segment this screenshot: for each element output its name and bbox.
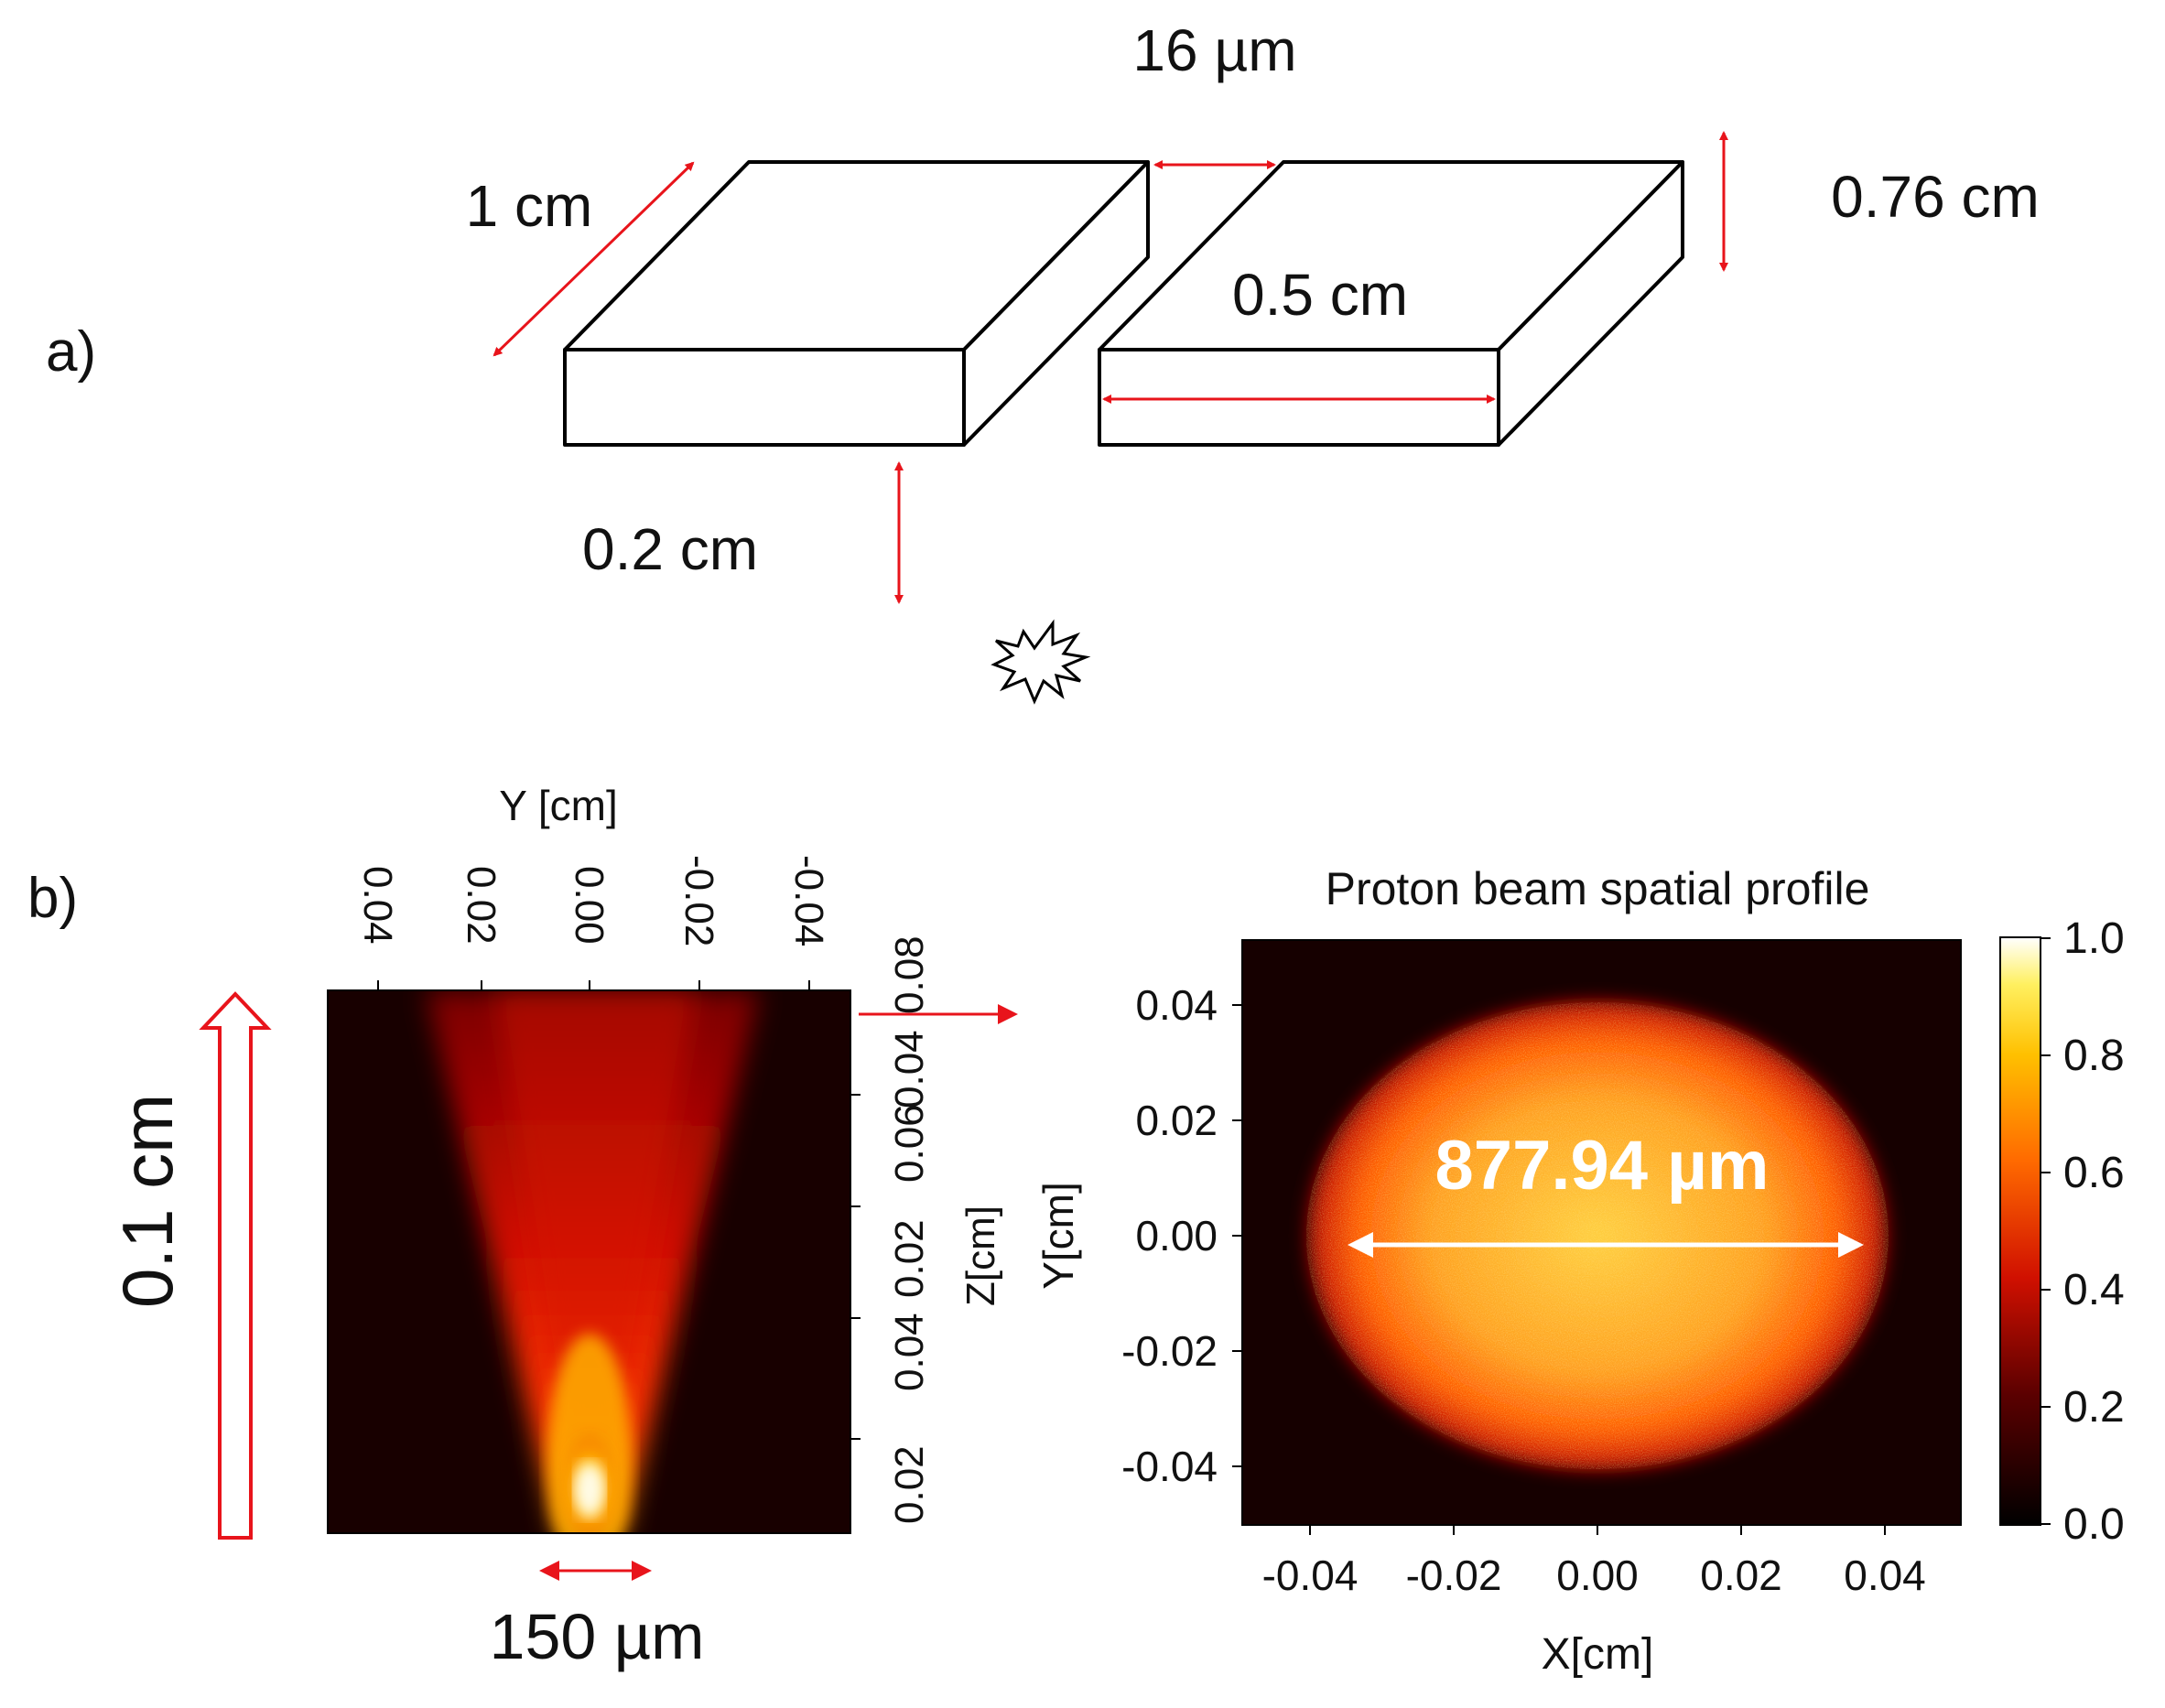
profile-x-tick-label: -0.02	[1406, 1551, 1502, 1599]
beam-length-label: 0.1 cm	[107, 1094, 188, 1308]
profile-x-ticks	[1309, 1525, 1886, 1535]
beam-x-tick-label: 0.04	[355, 866, 400, 945]
profile-x-tick-label: 0.04	[1844, 1551, 1926, 1599]
profile-y-tick-label: 0.02	[1135, 1097, 1218, 1144]
explosion-icon	[990, 619, 1091, 705]
depth-label: 1 cm	[466, 173, 593, 239]
colorbar	[1999, 936, 2041, 1526]
spot-size-label: 150 µm	[490, 1601, 705, 1672]
colorbar-tick-label: 1.0	[2063, 914, 2125, 963]
distance-label: 0.2 cm	[582, 516, 758, 582]
colorbar-tick-label: 0.8	[2063, 1032, 2125, 1080]
beam-x-tick-label: 0.00	[567, 866, 612, 945]
profile-y-tick-label: -0.04	[1121, 1443, 1218, 1490]
height-label: 0.76 cm	[1831, 164, 2040, 230]
beam-y-tick-label: 0.04	[887, 1030, 932, 1108]
beam-y-tick-label: 0.02	[887, 1219, 932, 1298]
beam-x-tick-label: -0.04	[786, 855, 831, 946]
profile-x-axis-label: X[cm]	[1542, 1630, 1654, 1679]
gap-label: 16 µm	[1132, 17, 1296, 83]
profile-x-tick-label: 0.02	[1700, 1551, 1782, 1599]
beam-y-axis-label: Z[cm]	[958, 1205, 1003, 1306]
beam-y-ticks	[850, 1094, 861, 1440]
beam-y-tick-label: 0.06	[887, 1104, 932, 1183]
beam-y-tick-label: 0.02	[887, 1445, 932, 1524]
beam-y-tick-label: 0.04	[887, 1313, 932, 1391]
depth-arrow	[493, 161, 695, 357]
beam-x-tick-label: 0.02	[459, 866, 503, 945]
profile-x-tick-label: 0.00	[1556, 1551, 1639, 1599]
colorbar-tick-label: 0.4	[2063, 1266, 2125, 1314]
beam-heatmap	[328, 990, 850, 1533]
colorbar-tick-label: 0.2	[2063, 1383, 2125, 1432]
panel-a-label: a)	[46, 320, 96, 384]
colorbar-ticks	[2041, 937, 2051, 1525]
profile-y-tick-label: 0.04	[1135, 981, 1218, 1029]
colorbar-tick-label: 0.0	[2063, 1500, 2125, 1549]
beam-x-ticks	[377, 980, 810, 990]
beam-direction-arrow	[199, 991, 272, 1540]
profile-y-tick-label: -0.02	[1121, 1327, 1218, 1375]
beam-y-tick-label: 0.08	[887, 935, 932, 1014]
beam-x-axis-label: Y [cm]	[499, 782, 618, 829]
panel-b-label: b)	[27, 867, 78, 930]
slab-icon	[563, 160, 1150, 447]
profile-x-tick-label: -0.04	[1262, 1551, 1359, 1599]
profile-title: Proton beam spatial profile	[1326, 863, 1870, 914]
slab-icon	[1098, 160, 1684, 447]
profile-y-axis-label: Y[cm]	[1034, 1182, 1082, 1290]
beam-diameter-label: 877.94 µm	[1435, 1127, 1770, 1205]
profile-y-tick-label: 0.00	[1135, 1212, 1218, 1259]
colorbar-tick-label: 0.6	[2063, 1149, 2125, 1197]
beam-x-tick-label: -0.02	[677, 855, 721, 946]
profile-plot-frame	[1241, 939, 1962, 1526]
profile-y-ticks	[1232, 1004, 1242, 1467]
width-label: 0.5 cm	[1232, 262, 1408, 328]
profile-heatmap	[1242, 940, 1961, 1525]
